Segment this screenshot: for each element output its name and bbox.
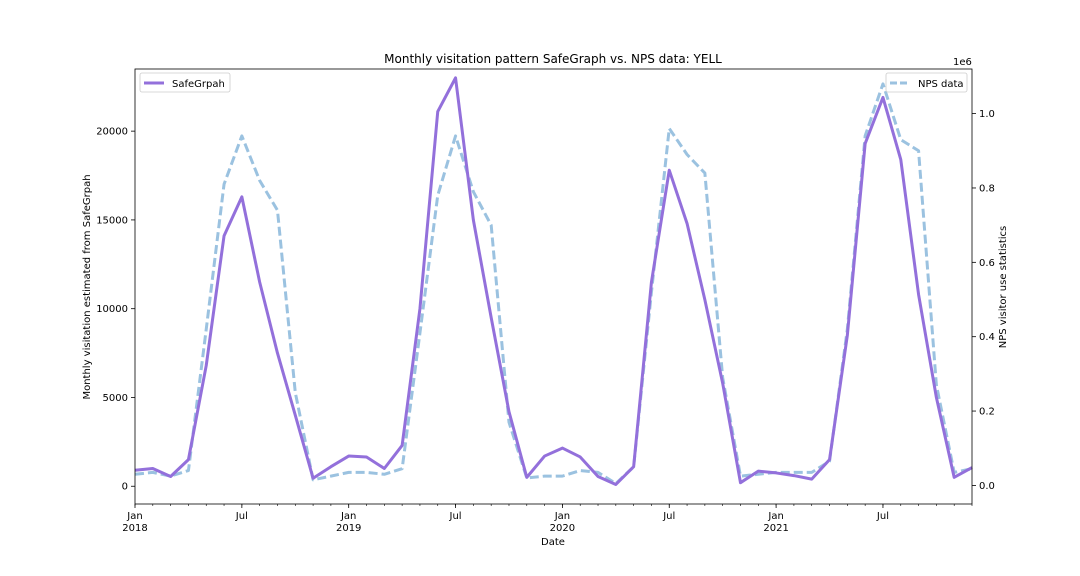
x-tick-label: Jan <box>126 511 142 522</box>
y-right-tick-label: 0.6 <box>979 258 995 269</box>
y-axis-right-label: NPS visitor use statistics <box>998 226 1009 349</box>
legend-right-label: NPS data <box>918 79 964 90</box>
legend-left-box <box>139 72 231 93</box>
x-tick-label: Jan <box>554 511 570 522</box>
series-line-nps-data <box>134 82 973 486</box>
y-axis-right-multiplier: 1e6 <box>953 57 972 68</box>
x-tick-label: Jul <box>662 511 675 522</box>
y-left-tick-label: 0 <box>122 482 128 493</box>
plot-frame <box>134 68 973 505</box>
y-left-tick-label: 10000 <box>96 304 128 315</box>
x-tick-year-label: 2020 <box>550 523 575 534</box>
y-right-tick-label: 0.4 <box>979 332 995 343</box>
x-tick-label: Jul <box>449 511 462 522</box>
x-axis-label: Date <box>541 537 565 548</box>
x-tick-label: Jul <box>235 511 248 522</box>
x-tick-label: Jan <box>340 511 356 522</box>
y-right-tick-label: 0.0 <box>979 481 995 492</box>
x-tick-label: Jul <box>876 511 889 522</box>
y-right-tick-label: 0.8 <box>979 183 995 194</box>
legend-right: NPS data <box>885 72 968 93</box>
y-axis-right: 0.0 0.2 0.4 0.6 0.8 1.0 <box>972 109 995 492</box>
legend-left: SafeGrpah <box>139 72 231 93</box>
y-right-tick-label: 1.0 <box>979 109 995 120</box>
plot-area <box>134 76 973 486</box>
x-tick-year-label: 2019 <box>336 523 361 534</box>
y-left-tick-label: 15000 <box>96 215 128 226</box>
y-left-tick-label: 5000 <box>103 393 128 404</box>
y-axis-left-label: Monthly visitation estimated from SafeGr… <box>82 174 93 399</box>
y-axis-left: 0 5000 10000 15000 20000 <box>96 127 135 493</box>
y-right-tick-label: 0.2 <box>979 407 995 418</box>
y-left-tick-label: 20000 <box>96 127 128 138</box>
series-line-safegrpah <box>134 76 973 486</box>
legend-left-label: SafeGrpah <box>172 79 225 90</box>
x-tick-label: Jan <box>767 511 783 522</box>
x-tick-year-label: 2018 <box>122 523 147 534</box>
chart-title: Monthly visitation pattern SafeGraph vs.… <box>384 52 722 66</box>
legend-right-box <box>885 72 968 93</box>
x-tick-year-label: 2021 <box>763 523 788 534</box>
